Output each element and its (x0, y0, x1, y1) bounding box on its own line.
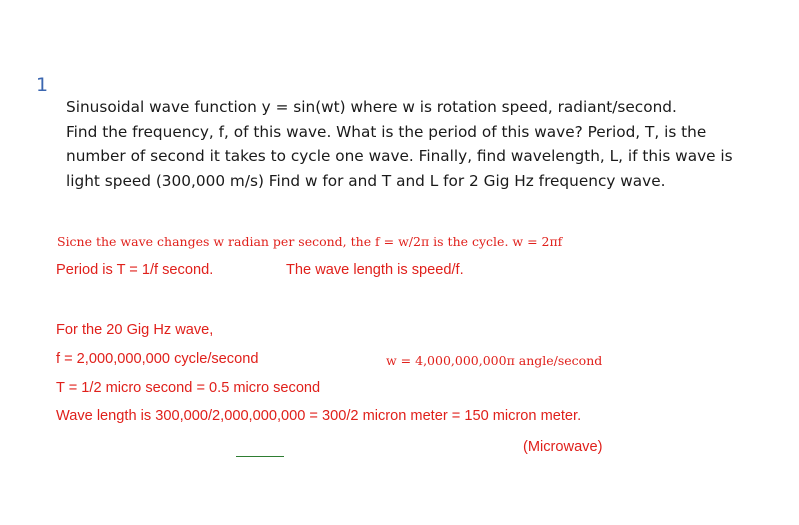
question-text: Sinusoidal wave function y = sin(wt) whe… (66, 95, 766, 193)
wave-type-label: (Microwave) (523, 439, 603, 455)
wavelength-value: Wave length is 300,000/2,000,000,000 = 3… (56, 408, 582, 424)
question-line-1: Sinusoidal wave function y = sin(wt) whe… (66, 98, 677, 116)
cycle-explanation: Sicne the wave changes w radian per seco… (57, 234, 563, 249)
question-line-2: Find the frequency, f, of this wave. Wha… (66, 122, 707, 141)
question-line-3: number of second it takes to cycle one w… (66, 147, 733, 165)
question-line-4: light speed (300,000 m/s) Find w for and… (66, 171, 666, 190)
ink-underline (236, 456, 284, 457)
angular-speed-value: w = 4,000,000,000π angle/second (386, 353, 603, 368)
frequency-value: f = 2,000,000,000 cycle/second (56, 351, 259, 367)
period-formula: Period is T = 1/f second. (56, 262, 214, 278)
period-value: T = 1/2 micro second = 0.5 micro second (56, 380, 321, 396)
wavelength-formula: The wave length is speed/f. (286, 262, 464, 278)
example-heading: For the 20 Gig Hz wave, (56, 322, 214, 338)
slide-number: 1 (36, 74, 49, 96)
